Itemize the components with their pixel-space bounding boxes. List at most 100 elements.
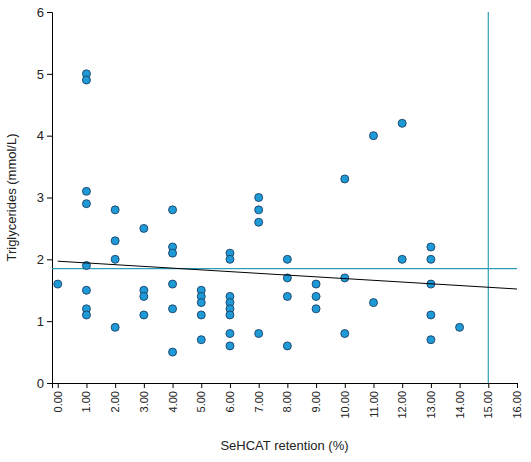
x-tick: 0.00 — [52, 383, 64, 412]
x-tick: 13.00 — [425, 383, 437, 419]
x-tick-label: 11.00 — [368, 391, 380, 418]
x-tick-mark — [460, 383, 461, 388]
y-tick-label: 0 — [37, 376, 44, 391]
y-tick-mark — [47, 321, 52, 322]
point — [398, 255, 406, 263]
point — [140, 292, 148, 300]
x-tick-mark — [259, 383, 260, 388]
point — [369, 132, 377, 140]
y-tick-mark — [47, 383, 52, 384]
x-tick-mark — [517, 383, 518, 388]
x-tick-mark — [230, 383, 231, 388]
point — [169, 249, 177, 257]
reference-vline — [488, 12, 489, 383]
y-tick: 1 — [37, 314, 52, 329]
x-tick: 10.00 — [339, 383, 351, 419]
x-tick-label: 3.00 — [138, 391, 150, 412]
point — [226, 255, 234, 263]
trend-line — [58, 261, 517, 289]
x-tick: 7.00 — [253, 383, 265, 412]
x-tick-mark — [58, 383, 59, 388]
point — [197, 299, 205, 307]
point — [169, 206, 177, 214]
y-tick: 5 — [37, 66, 52, 81]
x-tick-label: 7.00 — [253, 391, 265, 412]
point — [82, 76, 90, 84]
y-tick-label: 3 — [37, 190, 44, 205]
point — [341, 175, 349, 183]
x-tick: 6.00 — [224, 383, 236, 412]
x-tick: 4.00 — [167, 383, 179, 412]
point — [398, 119, 406, 127]
y-tick-label: 4 — [37, 128, 44, 143]
y-axis: 0 1 2 3 4 5 6 — [37, 5, 53, 391]
point — [82, 200, 90, 208]
x-tick-mark — [431, 383, 432, 388]
point — [283, 255, 291, 263]
x-tick-mark — [373, 383, 374, 388]
point — [169, 280, 177, 288]
point — [312, 305, 320, 313]
x-tick-label: 1.00 — [80, 391, 92, 412]
y-tick: 6 — [37, 5, 52, 20]
y-tick-mark — [47, 74, 52, 75]
point — [111, 237, 119, 245]
x-tick: 2.00 — [109, 383, 121, 412]
x-tick: 12.00 — [396, 383, 408, 419]
x-tick-mark — [115, 383, 116, 388]
x-axis: 0.00 1.00 2.00 3.00 4.00 5.00 6.00 7.00 8.00 9.00… — [52, 383, 523, 419]
x-tick: 16.00 — [511, 383, 523, 419]
y-tick-mark — [47, 136, 52, 137]
y-tick-mark — [47, 12, 52, 13]
x-axis-line — [53, 384, 518, 389]
x-tick-mark — [316, 383, 317, 388]
x-tick-label: 6.00 — [224, 391, 236, 412]
point — [283, 342, 291, 350]
point — [255, 218, 263, 226]
x-tick-mark — [86, 383, 87, 388]
y-axis-title: Triglycerides (mmol/L) — [4, 133, 19, 261]
reference-hline — [52, 268, 517, 269]
x-tick-mark — [173, 383, 174, 388]
point — [82, 286, 90, 294]
point — [427, 255, 435, 263]
point — [255, 194, 263, 202]
point — [111, 255, 119, 263]
point — [341, 274, 349, 282]
x-tick: 9.00 — [310, 383, 322, 412]
x-tick-label: 5.00 — [195, 391, 207, 412]
point — [54, 280, 62, 288]
point — [312, 292, 320, 300]
point — [197, 311, 205, 319]
x-tick-mark — [201, 383, 202, 388]
point — [197, 336, 205, 344]
point — [427, 311, 435, 319]
x-tick-label: 12.00 — [396, 391, 408, 419]
x-tick: 14.00 — [454, 383, 466, 419]
point — [427, 243, 435, 251]
y-axis-line — [47, 13, 53, 384]
y-tick: 0 — [37, 376, 52, 391]
point — [140, 311, 148, 319]
x-tick: 8.00 — [281, 383, 293, 412]
point — [255, 206, 263, 214]
x-tick: 11.00 — [368, 383, 380, 418]
y-tick-label: 2 — [37, 252, 44, 267]
x-tick-mark — [488, 383, 489, 388]
x-tick: 3.00 — [138, 383, 150, 412]
point — [111, 323, 119, 331]
point — [312, 280, 320, 288]
x-tick-label: 14.00 — [454, 391, 466, 419]
chart: 0.00 1.00 2.00 3.00 4.00 5.00 6.00 7.00 8.00 9.00… — [0, 0, 531, 462]
y-tick-label: 1 — [37, 314, 44, 329]
x-tick-label: 9.00 — [310, 391, 322, 412]
x-axis-title: SeHCAT retention (%) — [220, 438, 348, 453]
point — [283, 292, 291, 300]
point — [82, 311, 90, 319]
point — [169, 348, 177, 356]
x-tick-label: 4.00 — [167, 391, 179, 412]
point — [169, 305, 177, 313]
plot-area — [52, 12, 517, 383]
x-tick-label: 10.00 — [339, 391, 351, 419]
point — [427, 336, 435, 344]
